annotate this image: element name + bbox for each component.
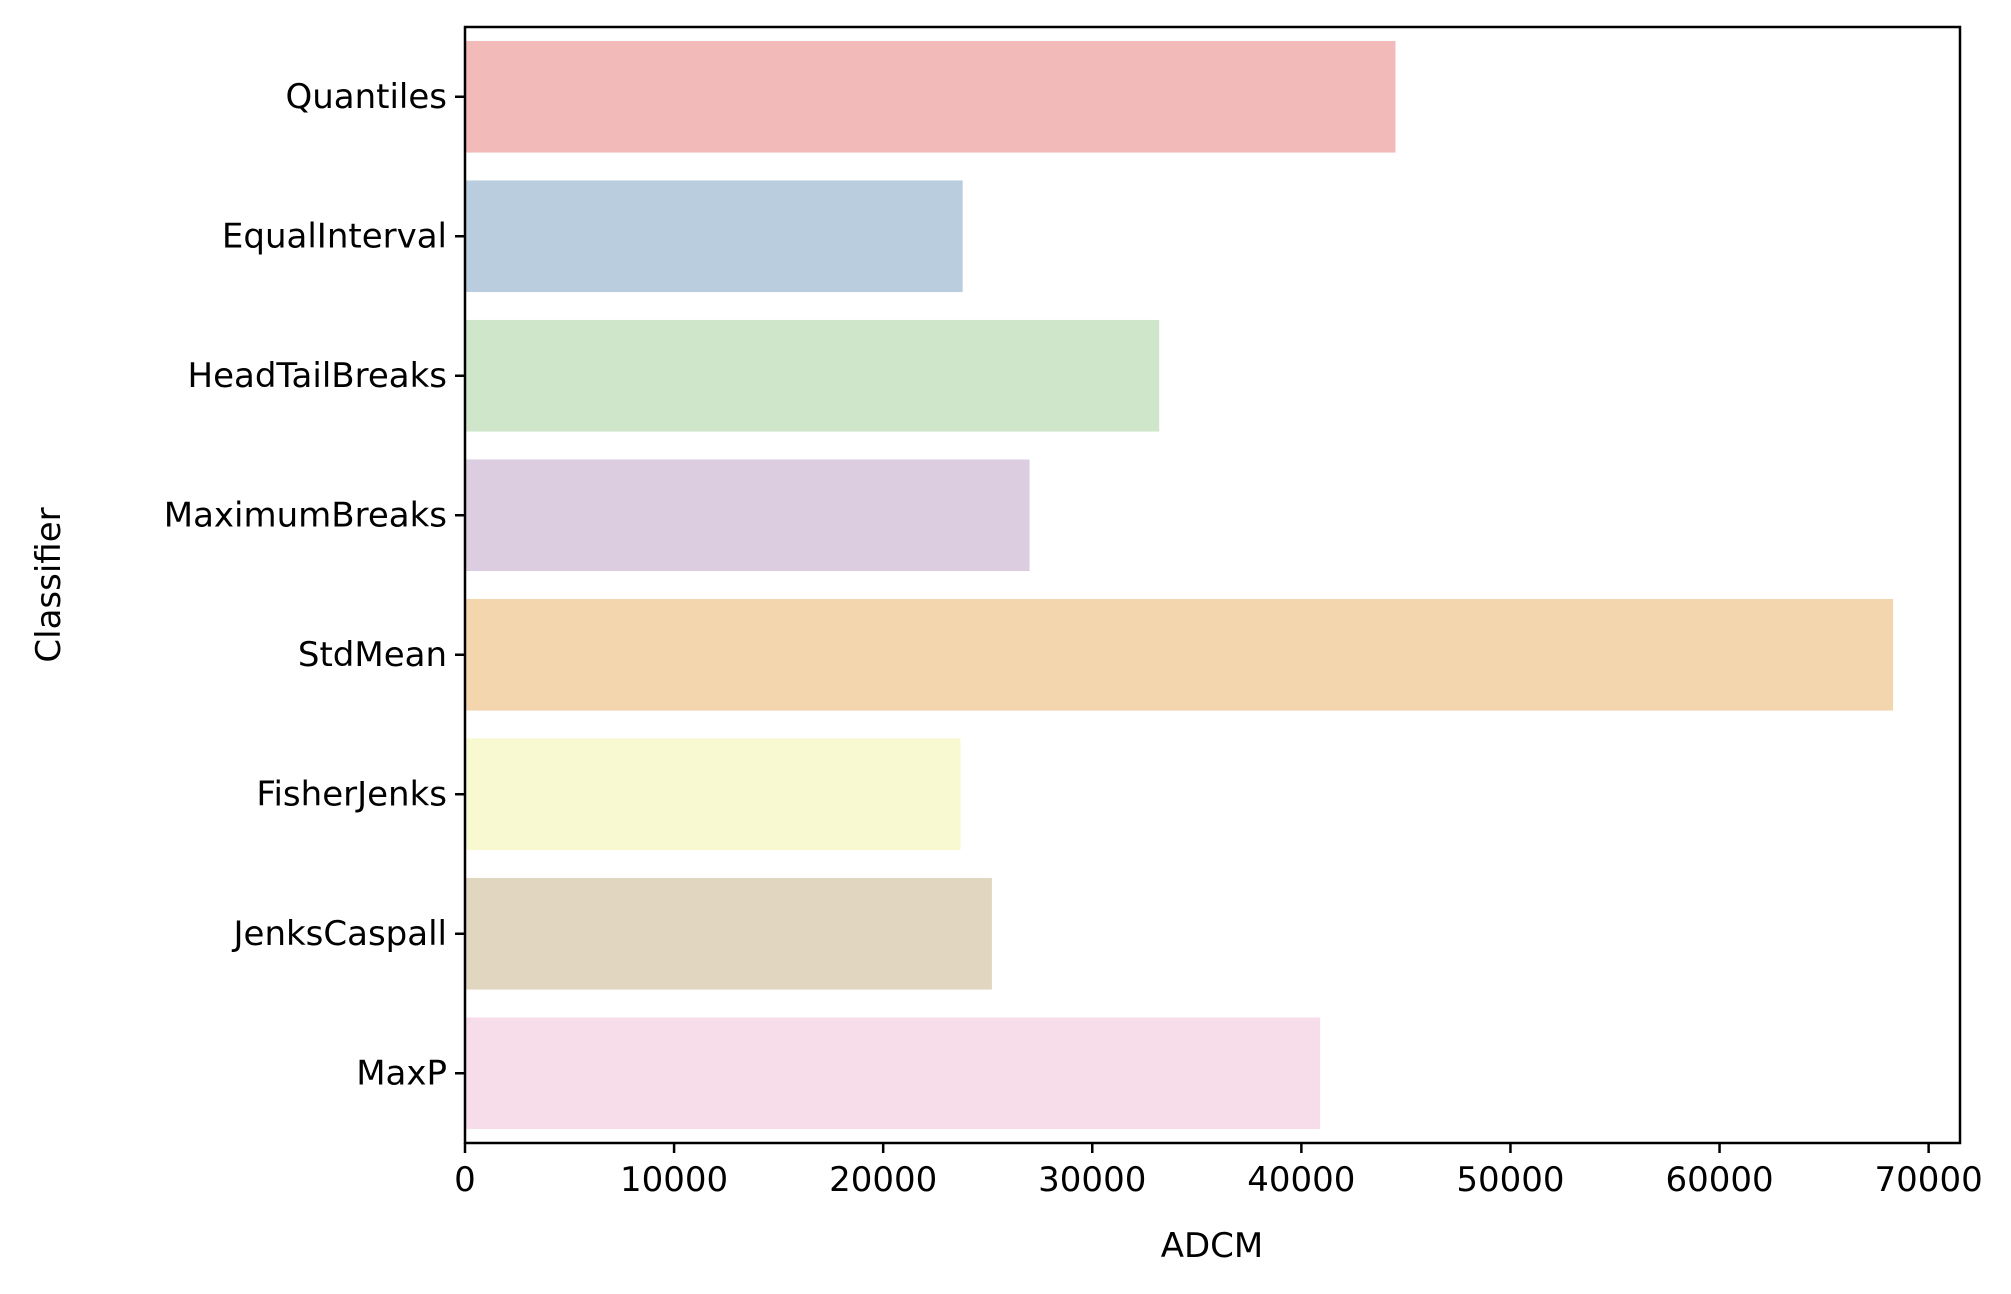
y-tick-label-jenkscaspall: JenksCaspall [232, 914, 448, 954]
y-tick-label-quantiles: Quantiles [285, 77, 447, 117]
plot-frame [463, 25, 1962, 1145]
y-tick-label-headtailbreaks: HeadTailBreaks [188, 356, 447, 396]
bar-maximumbreaks [465, 459, 1030, 572]
bars-group [465, 40, 1894, 1130]
bar-maxp [465, 1017, 1321, 1130]
y-tick-label-maxp: MaxP [356, 1053, 447, 1093]
y-tick-label-maximumbreaks: MaximumBreaks [164, 495, 447, 535]
y-axis: Quantiles EqualInterval HeadTailBreaks Maxi… [164, 77, 465, 1093]
bar-fisherjenks [465, 738, 961, 851]
x-tick-label: 40000 [1247, 1160, 1355, 1200]
bar-equalinterval [465, 180, 963, 293]
x-tick-label: 10000 [620, 1160, 728, 1200]
bar-jenkscaspall [465, 877, 992, 990]
y-tick-label-equalinterval: EqualInterval [222, 216, 447, 256]
x-tick-label: 20000 [829, 1160, 937, 1200]
bar-quantiles [465, 40, 1396, 153]
y-tick-label-stdmean: StdMean [298, 635, 447, 675]
x-tick-label: 60000 [1665, 1160, 1773, 1200]
y-tick-label-fisherjenks: FisherJenks [256, 774, 447, 814]
x-tick-label: 0 [454, 1160, 476, 1200]
x-axis: 0 10000 20000 30000 40000 50000 60000 70000 [454, 1143, 1983, 1200]
x-tick-label: 30000 [1038, 1160, 1146, 1200]
bar-headtailbreaks [465, 319, 1160, 432]
x-axis-title: ADCM [1161, 1226, 1264, 1266]
x-tick-label: 70000 [1875, 1160, 1983, 1200]
bar-stdmean [465, 598, 1894, 711]
x-tick-label: 50000 [1456, 1160, 1564, 1200]
y-axis-title: Classifier [29, 507, 69, 662]
